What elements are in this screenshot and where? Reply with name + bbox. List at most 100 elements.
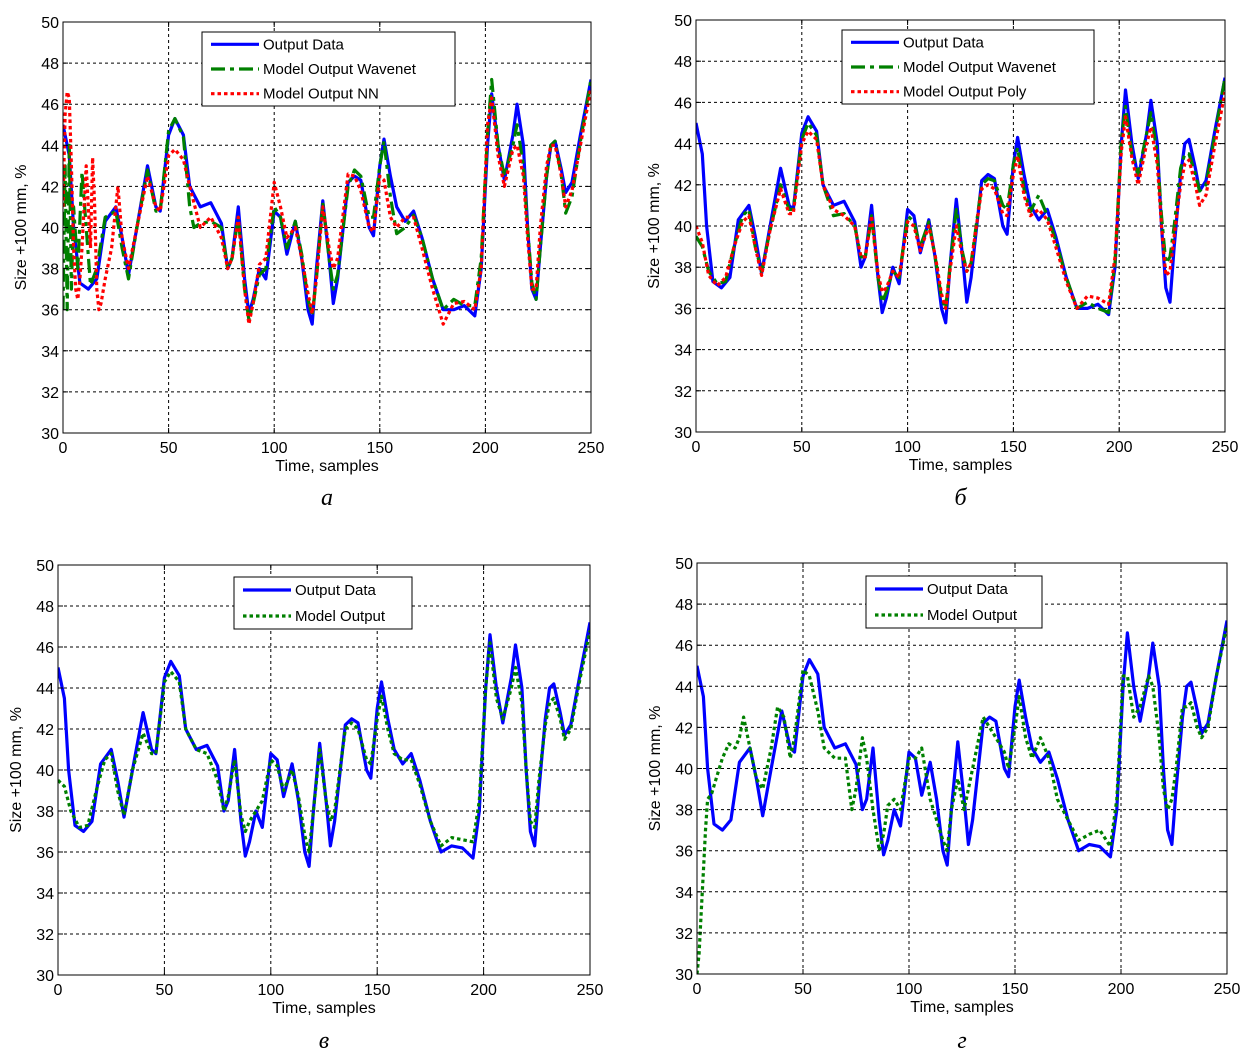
x-axis-label: Time, samples — [909, 457, 1012, 474]
legend-entry: Model Output — [295, 608, 386, 625]
y-tick-label: 38 — [41, 262, 59, 279]
x-tick-label: 200 — [1108, 981, 1135, 998]
x-tick-label: 250 — [1212, 439, 1239, 456]
legend-entry: Model Output Wavenet — [903, 59, 1057, 76]
x-tick-label: 0 — [59, 440, 68, 457]
y-axis-label: Size +100 mm, % — [647, 706, 664, 832]
y-tick-label: 46 — [41, 97, 59, 114]
series-line-3 — [696, 91, 1225, 310]
series-line-2 — [58, 630, 590, 854]
x-tick-label: 100 — [257, 982, 284, 999]
y-tick-label: 44 — [674, 137, 692, 154]
y-tick-label: 32 — [36, 927, 54, 944]
panel-caption: в — [319, 1028, 329, 1053]
x-tick-label: 150 — [1000, 439, 1027, 456]
legend-entry: Output Data — [263, 36, 345, 53]
y-tick-label: 40 — [41, 221, 59, 238]
x-tick-label: 50 — [794, 981, 812, 998]
y-tick-label: 50 — [36, 558, 54, 575]
legend-box — [233, 576, 413, 630]
x-tick-label: 50 — [160, 440, 178, 457]
y-tick-label: 36 — [36, 845, 54, 862]
legend: Output Data Model Output — [865, 575, 1043, 629]
y-tick-label: 44 — [675, 679, 693, 696]
x-tick-label: 100 — [261, 440, 288, 457]
x-tick-label: 200 — [1106, 439, 1133, 456]
y-tick-label: 42 — [41, 179, 59, 196]
chart-panel-4: 0 50 100 150 200 250 30 32 34 36 38 40 42 44 46 48 50 Tim… — [647, 556, 1241, 1054]
series-line-2 — [697, 624, 1227, 974]
x-axis-label: Time, samples — [910, 999, 1013, 1016]
legend-entry: Output Data — [903, 34, 985, 51]
y-axis-label: Size +100 mm, % — [13, 165, 30, 291]
y-tick-label: 36 — [41, 303, 59, 320]
x-tick-label: 250 — [577, 982, 604, 999]
legend: Output Data Model Output — [233, 576, 413, 630]
y-tick-label: 40 — [36, 763, 54, 780]
y-tick-label: 46 — [674, 95, 692, 112]
x-tick-label: 0 — [692, 439, 701, 456]
y-tick-label: 50 — [41, 15, 59, 32]
y-tick-label: 38 — [36, 804, 54, 821]
legend-entry: Model Output Wavenet — [263, 61, 417, 78]
x-axis-label: Time, samples — [272, 1000, 375, 1017]
x-tick-label: 50 — [156, 982, 174, 999]
y-tick-label: 46 — [36, 640, 54, 657]
x-tick-label: 250 — [1214, 981, 1241, 998]
legend-entry: Model Output — [927, 607, 1018, 624]
y-tick-label: 38 — [674, 260, 692, 277]
x-tick-label: 150 — [364, 982, 391, 999]
y-tick-label: 44 — [36, 681, 54, 698]
legend-entry: Output Data — [295, 582, 377, 599]
y-tick-label: 30 — [675, 967, 693, 984]
y-tick-label: 32 — [674, 384, 692, 401]
panel-caption: г — [957, 1028, 966, 1053]
y-tick-label: 48 — [675, 597, 693, 614]
y-tick-label: 50 — [675, 556, 693, 573]
x-tick-label: 100 — [896, 981, 923, 998]
y-tick-label: 38 — [675, 803, 693, 820]
panel-caption: а — [321, 485, 333, 511]
series-line-3 — [63, 87, 591, 326]
y-tick-label: 32 — [41, 385, 59, 402]
y-tick-label: 50 — [674, 13, 692, 30]
x-tick-label: 200 — [470, 982, 497, 999]
y-tick-label: 30 — [674, 425, 692, 442]
chart-panel-3: 0 50 100 150 200 250 30 32 34 36 38 40 42 44 46 48 50 Tim… — [8, 558, 604, 1054]
x-tick-label: 250 — [578, 440, 605, 457]
y-tick-label: 34 — [36, 886, 54, 903]
y-tick-label: 48 — [674, 54, 692, 71]
x-tick-label: 150 — [1002, 981, 1029, 998]
y-axis-label: Size +100 mm, % — [646, 163, 663, 289]
y-tick-label: 30 — [36, 968, 54, 985]
y-tick-label: 48 — [36, 599, 54, 616]
legend: Output Data Model Output Wavenet Model Out… — [201, 31, 456, 107]
legend-entry: Model Output Poly — [903, 84, 1027, 101]
y-tick-label: 36 — [674, 301, 692, 318]
chart-panel-1: 0 50 100 150 200 250 30 32 34 36 38 40 42 44 46 48 50 Tim… — [13, 15, 604, 511]
x-tick-label: 0 — [693, 981, 702, 998]
y-tick-label: 34 — [41, 344, 59, 361]
y-tick-label: 30 — [41, 426, 59, 443]
y-tick-label: 46 — [675, 638, 693, 655]
y-axis-label: Size +100 mm, % — [8, 707, 25, 833]
chart-panel-2: 0 50 100 150 200 250 30 32 34 36 38 40 42 44 46 48 50 Tim… — [646, 13, 1238, 511]
legend-box — [865, 575, 1043, 629]
legend: Output Data Model Output Wavenet Model Out… — [841, 29, 1095, 105]
y-tick-label: 42 — [674, 178, 692, 195]
x-tick-label: 100 — [894, 439, 921, 456]
y-tick-label: 48 — [41, 56, 59, 73]
x-tick-label: 50 — [793, 439, 811, 456]
x-axis-label: Time, samples — [275, 458, 378, 475]
y-tick-label: 42 — [36, 722, 54, 739]
y-tick-label: 44 — [41, 138, 59, 155]
x-tick-label: 200 — [472, 440, 499, 457]
y-tick-label: 42 — [675, 720, 693, 737]
y-tick-label: 36 — [675, 844, 693, 861]
series-line-1 — [697, 620, 1227, 867]
panel-caption: б — [954, 485, 967, 511]
x-tick-label: 150 — [366, 440, 393, 457]
legend-entry: Output Data — [927, 581, 1009, 598]
y-tick-label: 40 — [675, 762, 693, 779]
